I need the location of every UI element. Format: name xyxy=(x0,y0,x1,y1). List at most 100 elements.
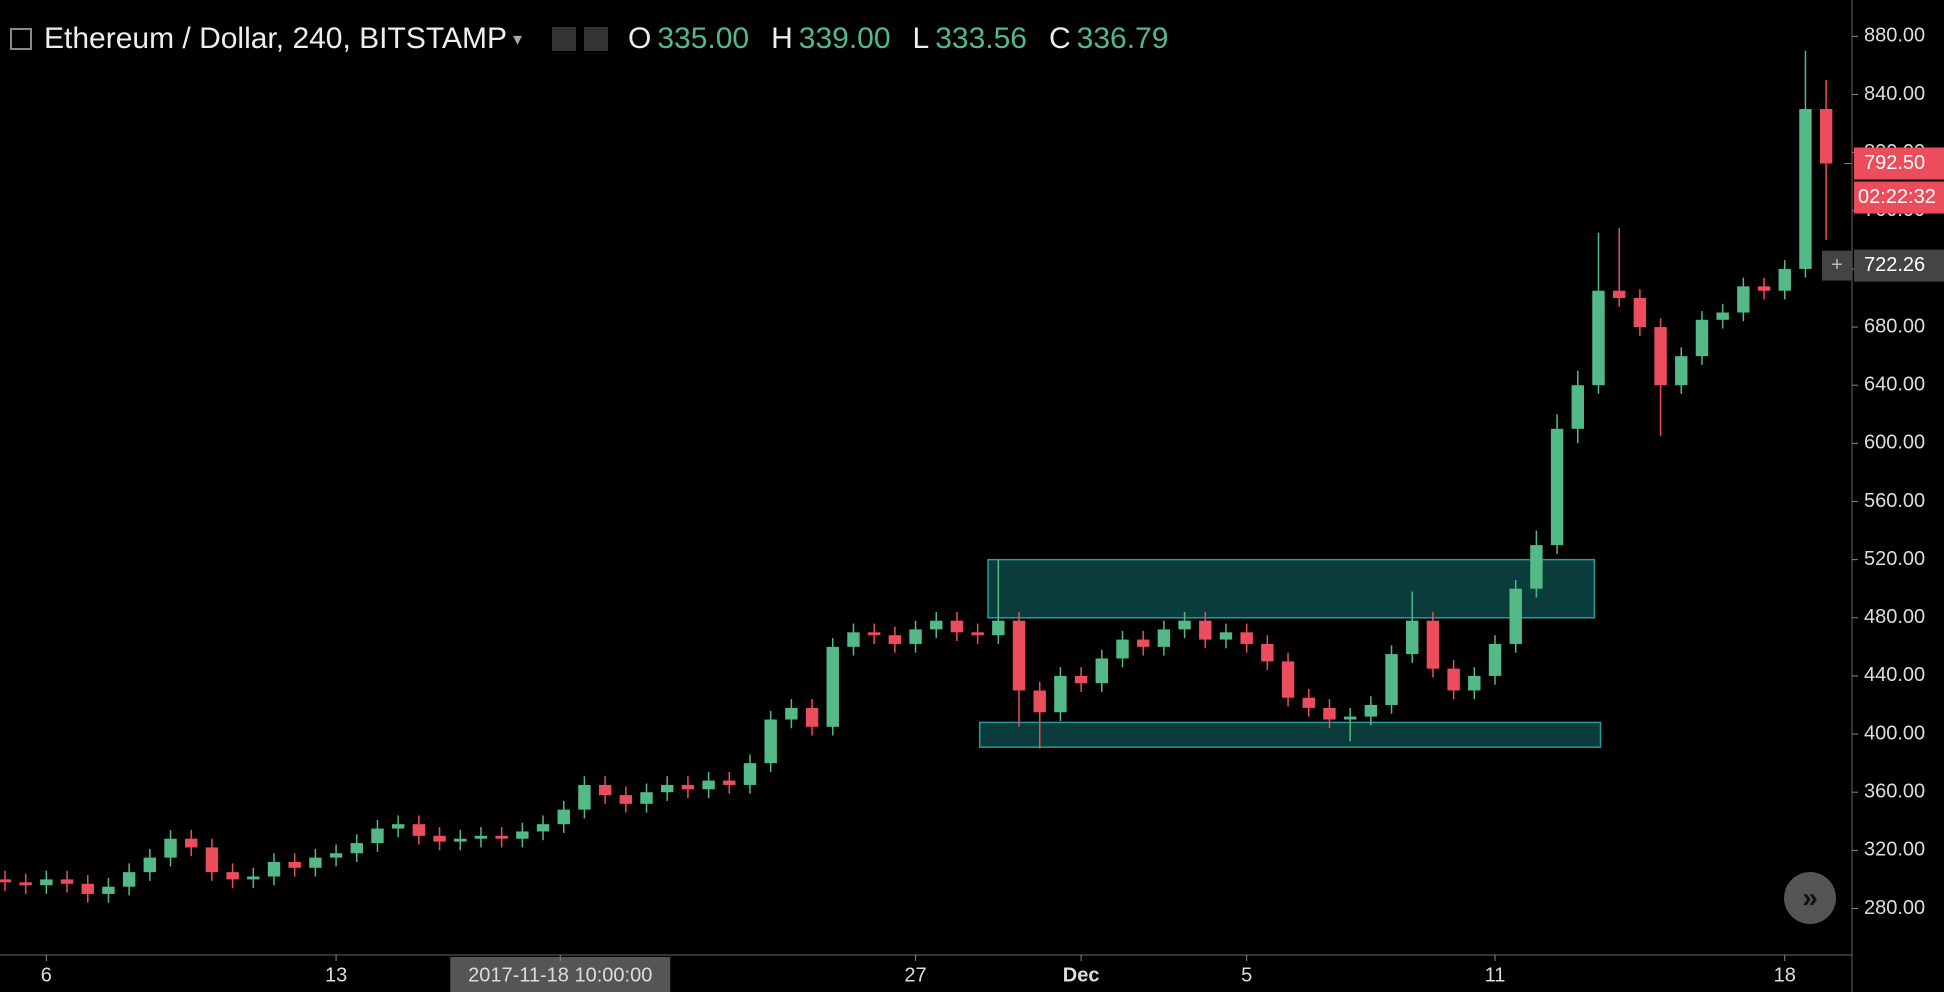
candle-body xyxy=(185,838,198,848)
x-tick-label: 18 xyxy=(1774,964,1796,986)
candle-body xyxy=(785,707,798,720)
candle-body xyxy=(516,831,529,839)
candle-body xyxy=(1571,385,1584,429)
candle-body xyxy=(1799,109,1812,269)
candle-body xyxy=(847,632,860,647)
y-tick-label: 400.00 xyxy=(1864,722,1925,744)
candle-body xyxy=(1178,620,1191,630)
candle-body xyxy=(1199,620,1212,640)
candle-body xyxy=(1136,639,1150,647)
candle-body xyxy=(412,824,426,836)
y-tick-label: 840.00 xyxy=(1864,83,1925,105)
crosshair-plus: + xyxy=(1831,254,1843,276)
countdown-bg xyxy=(1854,181,1944,214)
ohlc-value: 339.00 xyxy=(798,22,891,55)
candle-body xyxy=(1488,643,1502,676)
x-tick-label: 13 xyxy=(325,964,347,986)
candle-body xyxy=(495,835,508,839)
candle-body xyxy=(950,620,964,633)
icon[interactable] xyxy=(552,27,576,51)
candle-body xyxy=(888,635,902,644)
candle-body xyxy=(1095,658,1109,684)
scroll-button[interactable]: » xyxy=(1784,872,1836,924)
candle-body xyxy=(19,882,32,886)
candle-body xyxy=(1074,675,1088,684)
candle-body xyxy=(826,646,839,727)
countdown: 02:22:32 xyxy=(1858,186,1936,208)
candle-body xyxy=(1323,707,1336,720)
candle-body xyxy=(329,853,343,858)
candle-body xyxy=(1550,428,1564,546)
candle-body xyxy=(164,838,177,858)
candle-body xyxy=(1406,620,1419,655)
candle-body xyxy=(867,632,881,636)
crosshair-x-bg xyxy=(450,957,671,992)
candle-body xyxy=(1778,268,1791,291)
y-tick-label: 640.00 xyxy=(1864,373,1925,395)
candle-body xyxy=(1530,545,1543,589)
crosshair-label: 722.26 xyxy=(1864,254,1925,276)
collapse-icon[interactable] xyxy=(10,28,32,50)
candle-body xyxy=(1116,639,1129,659)
candle-body xyxy=(1054,675,1067,713)
candle-body xyxy=(60,879,74,884)
ohlc-label: C xyxy=(1049,22,1071,55)
candle-body xyxy=(598,784,612,796)
candle-body xyxy=(1281,661,1295,698)
last-price-bg xyxy=(1854,147,1944,180)
candle-body xyxy=(40,879,53,886)
candle-body xyxy=(743,763,757,785)
candle-body xyxy=(805,707,819,727)
x-tick-label: 2017-11-18 10:00:00 xyxy=(468,964,652,986)
candle-body xyxy=(371,828,384,844)
candle-body xyxy=(1219,632,1233,640)
candle-body xyxy=(81,883,94,894)
candle-body xyxy=(971,632,984,636)
candle-body xyxy=(247,876,260,880)
candle-body xyxy=(1612,290,1626,298)
ohlc-label: H xyxy=(771,22,793,55)
x-tick-label: 11 xyxy=(1485,964,1506,986)
y-tick-label: 560.00 xyxy=(1864,490,1925,512)
candle-body xyxy=(1695,319,1709,357)
candle-body xyxy=(992,620,1005,636)
ohlc-label: O xyxy=(628,22,652,55)
ohlc-value: 335.00 xyxy=(657,22,750,55)
y-tick-label: 320.00 xyxy=(1864,839,1925,861)
candle-body xyxy=(1157,629,1171,647)
candle-body xyxy=(1033,690,1046,713)
symbol[interactable]: Ethereum / Dollar, 240, BITSTAMP xyxy=(44,22,507,55)
icon[interactable] xyxy=(584,27,608,51)
header: Ethereum / Dollar, 240, BITSTAMP ▾ O 335.… xyxy=(10,22,1184,56)
ohlc-value: 333.56 xyxy=(935,22,1027,55)
candle-body xyxy=(1737,286,1750,313)
last-price-label: 792.50 xyxy=(1864,152,1925,174)
candle-body xyxy=(143,857,157,873)
candle-body xyxy=(1633,297,1647,328)
candle-body xyxy=(1385,654,1398,705)
candle-body xyxy=(1675,356,1688,386)
crosshair-bg xyxy=(1854,249,1944,282)
zone xyxy=(978,721,1602,748)
candle-body xyxy=(309,857,322,868)
candle-body xyxy=(1468,675,1481,691)
y-tick-label: 480.00 xyxy=(1864,606,1925,628)
candle-body xyxy=(640,792,653,804)
dropdown[interactable]: ▾ xyxy=(512,28,522,49)
candle-body xyxy=(1592,290,1605,386)
ohlc-value: 336.79 xyxy=(1076,22,1169,55)
candle-body xyxy=(1509,588,1522,644)
candle-body xyxy=(619,795,633,804)
candle-body xyxy=(1261,643,1274,662)
candle-body xyxy=(1426,620,1440,669)
candle-body xyxy=(454,838,467,842)
candle-body xyxy=(1447,668,1460,691)
candle-body xyxy=(1819,109,1833,164)
x-tick-label: 6 xyxy=(41,964,52,986)
candle-body xyxy=(205,847,219,873)
candle-body xyxy=(723,780,736,785)
candle-body xyxy=(267,861,281,877)
candle-body xyxy=(1757,286,1771,291)
